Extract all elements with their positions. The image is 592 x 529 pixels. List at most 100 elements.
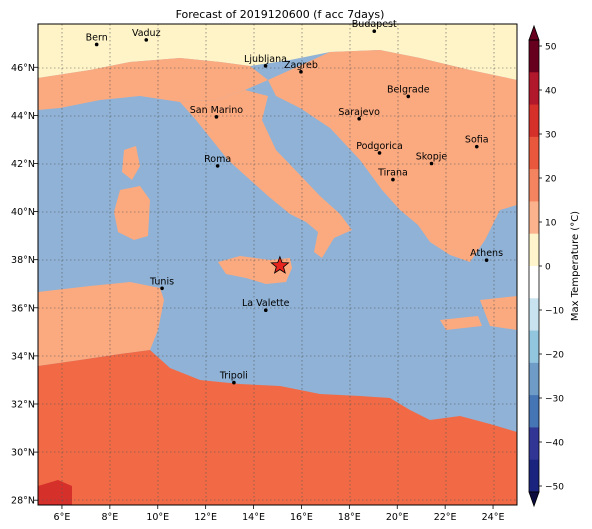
lat-tick-label: 30°N <box>11 448 35 459</box>
lon-tick-label: 24°E <box>482 512 505 523</box>
city-dot <box>299 70 303 74</box>
po-valley-warm <box>38 58 268 110</box>
city-dot <box>391 177 395 182</box>
lon-tick-label: 12°E <box>194 512 217 523</box>
colorbar-tick-label: 40 <box>545 87 557 97</box>
city-label: La Valette <box>242 298 290 309</box>
colorbar-segments <box>528 24 540 508</box>
colorbar-tick-label: −10 <box>545 307 564 317</box>
colorbar-tick-label: −50 <box>545 483 564 493</box>
lat-tick-label: 38°N <box>11 255 35 266</box>
lon-tick-label: 18°E <box>338 512 361 523</box>
tunisia-warm <box>38 282 164 366</box>
colorbar-bottom-arrow <box>528 491 540 508</box>
lat-tick-label: 46°N <box>11 63 35 74</box>
colorbar-tick-label: −20 <box>545 351 564 361</box>
colorbar-segment <box>529 395 539 428</box>
city-label: Vaduz <box>132 28 161 39</box>
lat-tick-label: 34°N <box>11 351 35 362</box>
city-dot <box>232 380 236 385</box>
colorbar-label: Max Temperature (°C) <box>570 211 581 321</box>
lat-tick-label: 36°N <box>11 303 35 314</box>
colorbar-segment <box>529 266 539 299</box>
colorbar: 50 40 30 20 10 0 −10 −20 −30 −40 −50 Max Temperatu… <box>528 24 581 508</box>
city-dot <box>214 115 219 119</box>
city-label: Tripoli <box>219 371 248 382</box>
balkans-land <box>268 50 517 262</box>
map-frame <box>37 23 518 506</box>
city-dot <box>484 258 489 262</box>
lon-tick-label: 8°E <box>101 512 118 523</box>
lat-tick-label: 42°N <box>11 159 35 170</box>
longitude-axis: 6°E 8°E 10°E 12°E 14°E 16°E 18°E 20°E 22°E 24°E <box>54 505 505 523</box>
city-label: Roma <box>204 154 231 165</box>
colorbar-tick-label: 0 <box>545 263 551 273</box>
east-coast-land <box>480 296 517 330</box>
city-label: Ljubljana <box>244 54 287 65</box>
colorbar-segment <box>529 169 539 202</box>
sardinia-land <box>114 186 150 240</box>
colorbar-segment <box>529 201 539 235</box>
marker-layer <box>270 255 290 274</box>
city-label: Tunis <box>149 276 174 287</box>
city-dot <box>94 42 99 47</box>
city-dot <box>406 94 411 99</box>
star-marker <box>270 255 290 274</box>
city-label: Athens <box>470 248 503 259</box>
colorbar-segment <box>529 72 539 106</box>
city-dot <box>263 308 268 312</box>
lon-tick-label: 16°E <box>290 512 313 523</box>
colorbar-segment <box>529 136 539 170</box>
colorbar-segment <box>529 330 539 364</box>
city-label: Tirana <box>377 168 408 179</box>
city-label: Budapest <box>352 19 397 30</box>
colorbar-segment <box>529 298 539 332</box>
lon-tick-label: 22°E <box>434 512 457 523</box>
corsica-land <box>122 146 140 180</box>
colorbar-tick-label: −40 <box>545 439 564 449</box>
lon-tick-label: 10°E <box>146 512 169 523</box>
city-label: Bern <box>86 32 108 43</box>
city-label: San Marino <box>190 105 243 116</box>
colorbar-tick-label: 30 <box>545 131 557 141</box>
map-title: Forecast of 2019120600 (f acc 7days) <box>176 8 385 21</box>
city-dot <box>429 161 434 166</box>
colorbar-segment <box>529 233 539 267</box>
lon-tick-label: 20°E <box>386 512 409 523</box>
city-label: Sofia <box>465 135 489 146</box>
city-label: Sarajevo <box>338 107 380 118</box>
city-label: Zagreb <box>284 60 318 71</box>
lat-tick-label: 40°N <box>11 207 35 218</box>
alps-cool-region <box>38 24 517 80</box>
very-hot-spot <box>38 480 72 505</box>
lat-tick-label: 44°N <box>11 111 35 122</box>
lat-tick-label: 32°N <box>11 399 35 410</box>
colorbar-ticks: 50 40 30 20 10 0 −10 −20 −30 −40 −50 <box>539 43 564 493</box>
colorbar-tick-label: 20 <box>545 175 557 185</box>
city-label: Belgrade <box>387 84 430 95</box>
city-dot <box>474 144 479 149</box>
city-label: Podgorica <box>356 141 403 152</box>
colorbar-tick-label: 50 <box>545 43 557 53</box>
lat-tick-label: 28°N <box>11 496 35 507</box>
city-dot <box>372 29 377 34</box>
city-dot <box>160 286 164 291</box>
colorbar-top-arrow <box>528 24 540 41</box>
city-dot <box>215 164 220 168</box>
city-dot <box>144 38 149 42</box>
lon-tick-label: 6°E <box>54 512 71 523</box>
gridlines <box>38 24 517 505</box>
colorbar-segment <box>529 104 539 138</box>
crete-land <box>440 316 482 330</box>
italy-land <box>180 90 352 258</box>
city-dot <box>357 116 361 121</box>
colorbar-tick-label: −30 <box>545 395 564 405</box>
colorbar-segment <box>529 362 539 396</box>
lon-tick-label: 14°E <box>242 512 265 523</box>
colorbar-tick-label: 10 <box>545 219 557 229</box>
colorbar-segment <box>529 40 539 73</box>
colorbar-segment <box>529 427 539 461</box>
city-dot <box>263 64 268 68</box>
city-label: Skopje <box>416 151 448 162</box>
